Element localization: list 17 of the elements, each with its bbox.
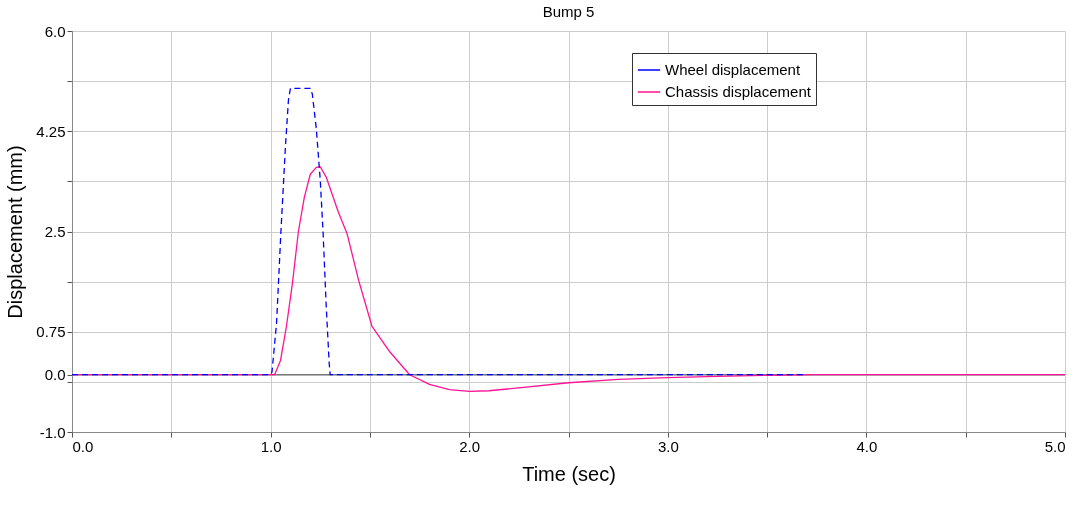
- x-tick-label: 2.0: [459, 437, 481, 455]
- chart-title: Bump 5: [542, 3, 595, 20]
- x-tick-label: 1.0: [260, 437, 282, 455]
- x-axis-title: Time (sec): [522, 462, 616, 485]
- y-axis-title: Displacement (mm): [4, 145, 27, 319]
- x-tick-label: 0.0: [72, 437, 94, 455]
- y-tick-label: -1.0: [39, 423, 66, 441]
- x-tick-label: 4.0: [856, 437, 878, 455]
- y-tick-label: 0.0: [44, 366, 66, 384]
- y-tick-label: 4.25: [36, 122, 66, 140]
- y-tick-label: 0.75: [36, 323, 66, 341]
- legend-label: Wheel displacement: [665, 61, 801, 78]
- y-tick-label: 6.0: [44, 22, 66, 40]
- y-tick-label: 2.5: [44, 223, 66, 240]
- legend-label: Chassis displacement: [665, 83, 812, 100]
- x-tick-label: 3.0: [657, 437, 679, 455]
- x-tick-label: 5.0: [1044, 437, 1066, 455]
